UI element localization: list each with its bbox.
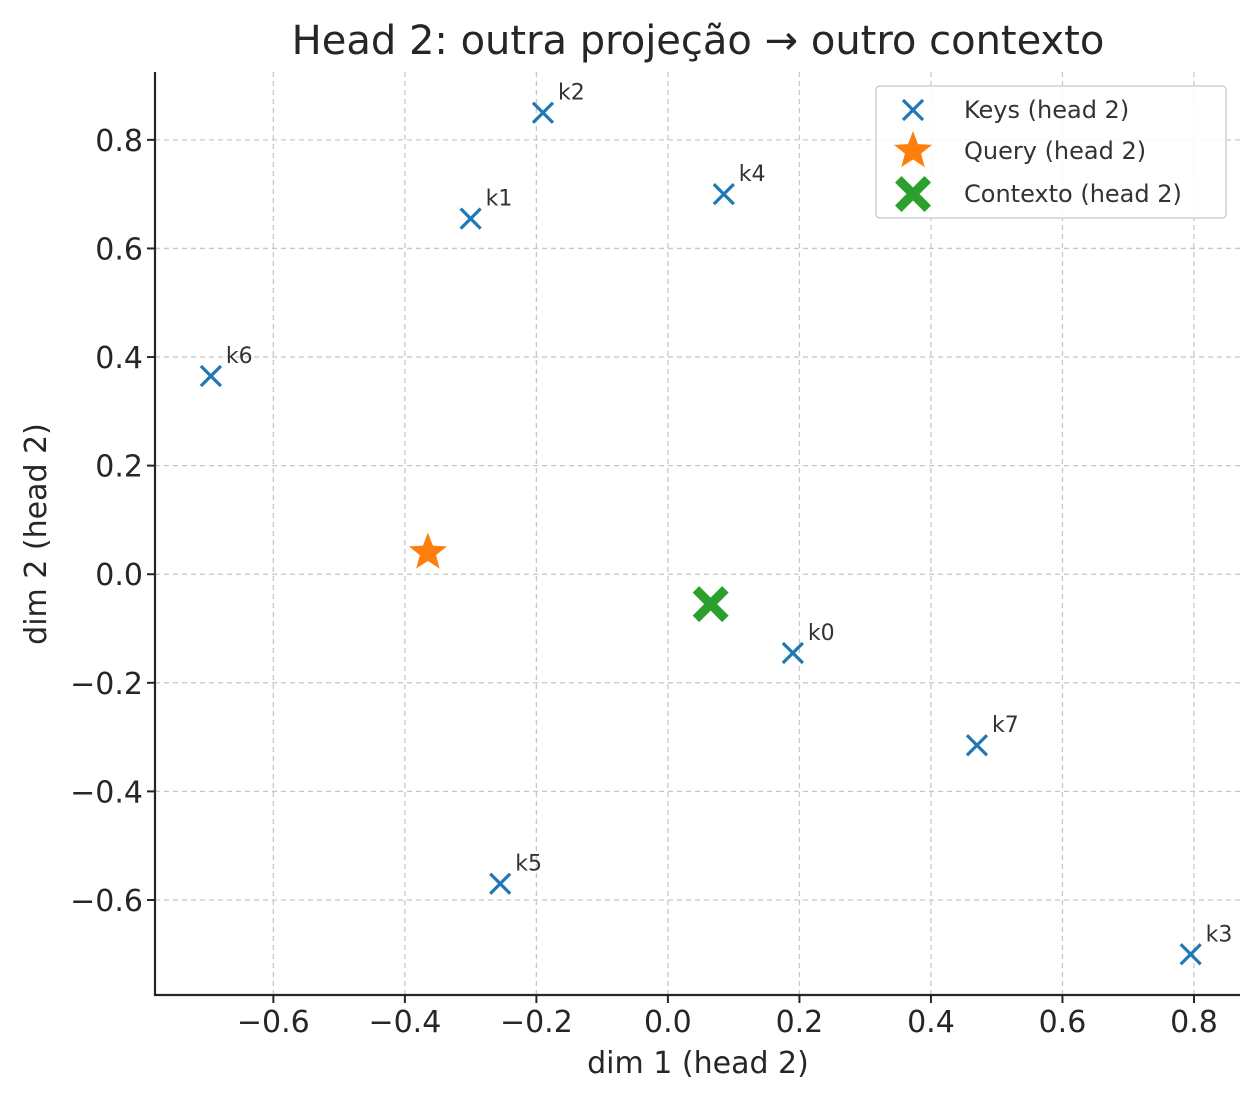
- legend-context-icon: [895, 176, 931, 212]
- chart-title: Head 2: outra projeção → outro contexto: [292, 18, 1105, 64]
- grid-lines: [155, 72, 1240, 995]
- key-point-label: k1: [486, 187, 513, 212]
- key-point-marker: [199, 364, 223, 388]
- x-tick-label: 0.4: [907, 1005, 955, 1040]
- key-point-marker: [531, 101, 555, 124]
- x-tick-label: −0.4: [368, 1005, 441, 1040]
- key-point-marker: [459, 207, 482, 230]
- y-tick-label: −0.6: [70, 884, 143, 919]
- y-axis-label: dim 2 (head 2): [19, 423, 54, 645]
- x-tick-label: 0.2: [776, 1005, 824, 1040]
- y-tick-label: 0.4: [95, 341, 143, 376]
- x-tick-label: 0.8: [1170, 1005, 1218, 1040]
- legend-box: [875, 85, 1227, 219]
- key-point-marker: [1179, 943, 1202, 966]
- x-tick-label: 0.0: [644, 1005, 692, 1040]
- axis-spines: [153, 72, 1240, 997]
- key-point-label: k4: [739, 162, 766, 187]
- key-point-marker: [781, 641, 804, 665]
- data-points: k0 k1 k2 k3 k4 k5 k6 k7: [199, 81, 1233, 966]
- key-point-label: k6: [226, 344, 253, 369]
- y-tick-label: −0.2: [70, 667, 143, 702]
- y-tick-label: 0.6: [95, 232, 143, 267]
- x-tick-label: 0.6: [1039, 1005, 1087, 1040]
- y-tick-label: 0.0: [95, 558, 143, 593]
- context-point-marker: [692, 586, 729, 623]
- legend-keys-icon: [901, 98, 925, 122]
- key-point-marker: [965, 734, 989, 757]
- x-axis-label: dim 1 (head 2): [587, 1046, 809, 1081]
- y-tick-label: 0.8: [95, 124, 143, 159]
- key-point-label: k7: [992, 713, 1019, 738]
- key-point-label: k5: [515, 852, 542, 877]
- legend-query-icon: [893, 131, 933, 168]
- x-tick-label: −0.6: [237, 1005, 310, 1040]
- key-point-marker: [489, 872, 512, 895]
- key-point-label: k0: [808, 621, 835, 646]
- x-tick-label: −0.2: [500, 1005, 573, 1040]
- key-point-label: k2: [558, 81, 585, 106]
- y-tick-label: 0.2: [95, 450, 143, 485]
- legend-entry-label: Contexto (head 2): [964, 180, 1182, 208]
- legend-entry-label: Keys (head 2): [964, 96, 1129, 124]
- legend-entry-label: Query (head 2): [964, 137, 1146, 165]
- query-point-marker: [408, 532, 447, 569]
- y-tick-label: −0.4: [70, 775, 143, 810]
- axes: −0.6 −0.4 −0.2 0.0 0.2 0.4 0.6 0.8 −0.6 −0.4 −0.2 0…: [70, 72, 1240, 1040]
- key-point-marker: [712, 183, 735, 206]
- legend: Keys (head 2) Query (head 2) Contexto (hea…: [875, 85, 1227, 219]
- key-point-label: k3: [1206, 922, 1233, 947]
